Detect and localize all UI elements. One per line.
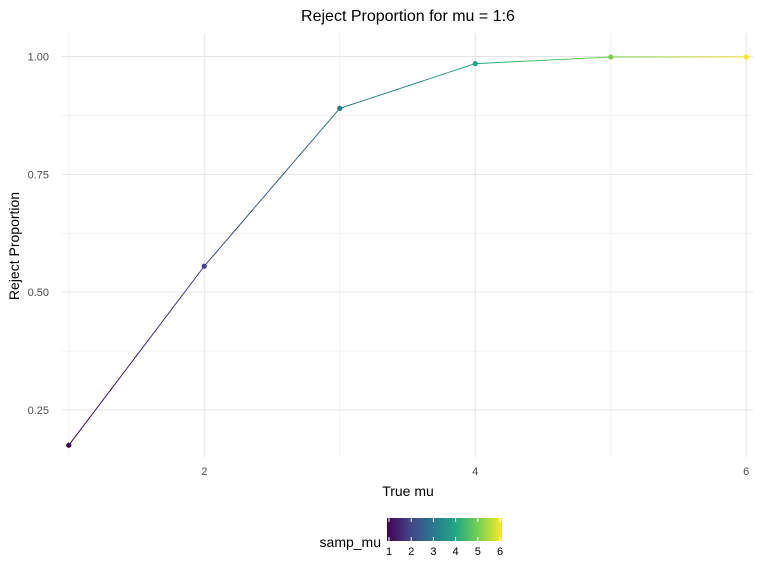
x-tick-label: 4 <box>472 466 478 478</box>
y-tick-label: 0.50 <box>28 287 49 299</box>
line-segment <box>361 96 375 102</box>
data-point <box>66 442 72 448</box>
legend-tick-label: 3 <box>430 546 436 558</box>
line-segment <box>282 160 296 175</box>
line-segment <box>452 66 465 72</box>
line-segment <box>576 57 589 60</box>
line-segment <box>294 147 307 162</box>
line-segment <box>226 226 239 241</box>
line-segment <box>203 252 217 267</box>
legend-colorbar <box>387 518 502 541</box>
legend-tick-label: 5 <box>475 546 481 558</box>
line-segment <box>192 265 205 282</box>
x-tick-label: 2 <box>201 466 207 478</box>
line-segment <box>327 107 341 123</box>
line-segment <box>587 57 600 59</box>
y-tick-label: 1.00 <box>28 52 49 64</box>
line-segment <box>124 355 138 372</box>
data-point <box>472 61 478 67</box>
line-segment <box>395 85 408 91</box>
legend-tick-label: 4 <box>453 546 459 558</box>
legend-title: samp_mu <box>320 534 381 550</box>
line-segment <box>350 100 363 106</box>
line-segment <box>102 385 115 401</box>
x-tick-label: 6 <box>743 466 749 478</box>
line-segment <box>237 213 250 228</box>
line-segment <box>542 59 555 61</box>
line-segment <box>68 429 81 446</box>
line-segment <box>429 74 442 80</box>
line-segment <box>553 58 567 61</box>
y-tick-label: 0.25 <box>28 405 49 417</box>
line-segment <box>136 340 149 357</box>
chart-title: Reject Proportion for mu = 1:6 <box>301 8 515 25</box>
line-segment <box>486 62 499 64</box>
line-segment <box>384 89 397 94</box>
legend-tick-label: 2 <box>408 546 414 558</box>
data-point <box>743 54 749 60</box>
line-segment <box>181 280 194 297</box>
legend-tick-label: 6 <box>497 546 503 558</box>
line-segment <box>519 60 533 62</box>
line-segment <box>169 295 183 312</box>
line-segment <box>508 60 521 63</box>
line-segment <box>440 70 454 76</box>
line-segment <box>248 199 262 215</box>
line-segment <box>565 58 578 60</box>
data-point <box>337 105 343 111</box>
y-axis-title: Reject Proportion <box>6 192 22 300</box>
data-point <box>201 263 207 269</box>
y-tick-label: 0.75 <box>28 169 49 181</box>
line-segment <box>271 173 284 188</box>
grid <box>62 33 753 457</box>
line-segment <box>305 134 318 149</box>
y-axis-ticks: 0.25 0.50 0.75 1.00 <box>28 52 49 417</box>
line-segment <box>531 59 544 62</box>
x-axis-ticks: 2 4 6 <box>201 466 749 478</box>
legend-tick-label: 1 <box>386 546 392 558</box>
color-legend: samp_mu 1 2 3 4 5 6 <box>320 518 503 558</box>
line-segment <box>90 399 104 416</box>
x-axis-title: True mu <box>382 483 434 499</box>
line-segment <box>497 61 510 64</box>
line-segment <box>79 414 92 431</box>
line-segment <box>260 186 273 201</box>
line-segment <box>373 92 386 98</box>
line-segment <box>316 121 329 136</box>
series-points <box>66 54 749 448</box>
line-segment <box>113 370 126 387</box>
line-segment <box>407 81 420 87</box>
line-segment <box>418 78 431 83</box>
line-segment <box>158 310 171 327</box>
series-line <box>68 56 747 446</box>
line-segment <box>147 325 160 342</box>
data-point <box>608 54 614 60</box>
legend-ticks: 1 2 3 4 5 6 <box>386 518 503 558</box>
line-segment <box>215 239 228 254</box>
